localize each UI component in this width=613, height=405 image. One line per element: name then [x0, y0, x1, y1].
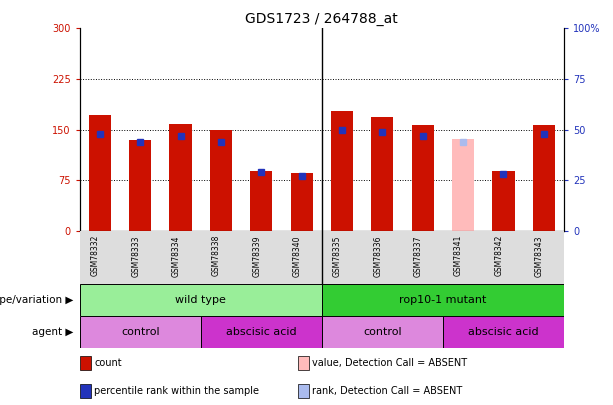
- Bar: [298, 384, 309, 398]
- Text: control: control: [363, 327, 402, 337]
- Text: control: control: [121, 327, 159, 337]
- Text: GSM78338: GSM78338: [212, 235, 221, 277]
- Text: GSM78342: GSM78342: [495, 235, 503, 277]
- Text: GSM78343: GSM78343: [535, 235, 544, 277]
- Text: GSM78336: GSM78336: [373, 235, 383, 277]
- Text: genotype/variation ▶: genotype/variation ▶: [0, 295, 74, 305]
- Bar: [492, 171, 514, 231]
- Text: GSM78335: GSM78335: [333, 235, 342, 277]
- Bar: [322, 284, 564, 316]
- Bar: [201, 316, 322, 348]
- Text: GSM78339: GSM78339: [253, 235, 261, 277]
- Bar: [322, 316, 443, 348]
- Bar: [80, 356, 91, 370]
- Bar: [452, 139, 474, 231]
- Bar: [169, 124, 192, 231]
- Text: percentile rank within the sample: percentile rank within the sample: [94, 386, 259, 396]
- Text: abscisic acid: abscisic acid: [226, 327, 297, 337]
- Text: GSM78341: GSM78341: [454, 235, 463, 277]
- Title: GDS1723 / 264788_at: GDS1723 / 264788_at: [245, 12, 398, 26]
- Bar: [210, 130, 232, 231]
- Text: GSM78340: GSM78340: [292, 235, 302, 277]
- Bar: [331, 111, 353, 231]
- Bar: [533, 125, 555, 231]
- Bar: [80, 384, 91, 398]
- Bar: [291, 173, 313, 231]
- Text: rop10-1 mutant: rop10-1 mutant: [399, 295, 487, 305]
- Text: GSM78333: GSM78333: [131, 235, 140, 277]
- Bar: [129, 140, 151, 231]
- Text: wild type: wild type: [175, 295, 226, 305]
- Text: value, Detection Call = ABSENT: value, Detection Call = ABSENT: [312, 358, 467, 368]
- Bar: [443, 316, 564, 348]
- Text: count: count: [94, 358, 122, 368]
- Bar: [80, 316, 201, 348]
- Bar: [250, 171, 272, 231]
- Text: rank, Detection Call = ABSENT: rank, Detection Call = ABSENT: [312, 386, 462, 396]
- Text: agent ▶: agent ▶: [32, 327, 74, 337]
- Bar: [80, 284, 322, 316]
- Bar: [298, 356, 309, 370]
- Text: GSM78334: GSM78334: [172, 235, 181, 277]
- Bar: [89, 115, 111, 231]
- Text: GSM78332: GSM78332: [91, 235, 100, 277]
- Bar: [411, 125, 434, 231]
- Text: abscisic acid: abscisic acid: [468, 327, 539, 337]
- Bar: [371, 117, 394, 231]
- Text: GSM78337: GSM78337: [414, 235, 423, 277]
